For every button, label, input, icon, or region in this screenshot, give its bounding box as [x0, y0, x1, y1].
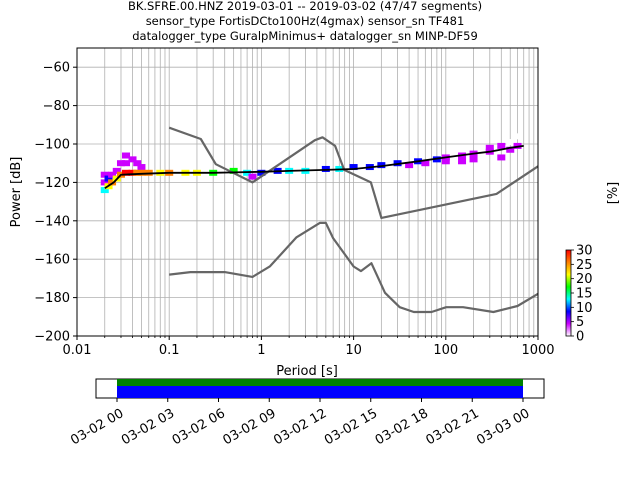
mean-psd-line [104, 145, 524, 189]
y-axis-label: Power [dB] [9, 157, 24, 228]
psd-histogram-cell [133, 169, 142, 176]
plot-background [77, 48, 538, 336]
colorbar-label: [%] [606, 182, 621, 205]
psd-histogram-cell [122, 152, 131, 159]
x-axis-ticks: 0.01 0.1 1 10 100 1000 [63, 336, 555, 358]
colorbar-tick-label: 25 [576, 258, 593, 273]
time-tick-label: 03-02 06 [170, 406, 228, 448]
y-tick-label: −180 [34, 291, 70, 306]
psd-histogram-cell [497, 142, 506, 149]
mean-psd [104, 145, 524, 189]
psd-plot-area: 0.01 0.1 1 10 100 1000 −60 −80 −100 −120 −140 −160… [34, 47, 555, 358]
psd-histogram-cell [100, 171, 109, 178]
x-tick-label: 1 [257, 343, 265, 358]
colorbar-tick-label: 20 [576, 272, 593, 287]
psd-histogram-cell [405, 162, 414, 169]
y-tick-label: −200 [34, 330, 70, 345]
psd-histogram-cell [128, 156, 137, 163]
y-axis-ticks: −60 −80 −100 −120 −140 −160 −180 −200 [34, 61, 77, 345]
x-tick-label: 100 [433, 343, 458, 358]
y-tick-label: −120 [34, 176, 70, 191]
psd-histogram-cell [112, 167, 121, 174]
x-axis-label: Period [s] [276, 364, 338, 379]
psd-histogram-cell [133, 160, 142, 167]
psd-histogram-cell [128, 169, 137, 176]
psd-histogram-cell [108, 171, 117, 178]
time-tick-label: 03-02 09 [221, 406, 279, 448]
psd-histogram-cell [116, 160, 125, 167]
psd-histogram-cell [257, 169, 266, 176]
colorbar-tick-label: 30 [576, 244, 593, 259]
colorbar-scale [565, 249, 572, 337]
psd-histogram-cell [122, 160, 131, 167]
psd-histogram-cell [469, 156, 478, 163]
psd-histogram-cell [497, 154, 506, 161]
coverage-bars [117, 379, 523, 398]
coverage-bar-psd [117, 386, 523, 398]
y-tick-label: −60 [43, 61, 70, 76]
psd-histogram-cell [248, 173, 257, 180]
colorbar-tick-label: 15 [576, 287, 593, 302]
time-tick-label: 03-02 21 [424, 406, 482, 448]
grid [76, 48, 538, 337]
psd-histogram-cell [506, 146, 515, 153]
x-tick-label: 0.1 [159, 343, 180, 358]
time-tick-label: 03-02 03 [119, 406, 177, 448]
psd-histogram-cell [229, 167, 238, 174]
psd-histogram-cell [458, 158, 467, 165]
time-tick-label: 03-02 12 [271, 406, 329, 448]
x-tick-label: 0.01 [63, 343, 92, 358]
psd-histogram-cell [349, 164, 358, 171]
psd-histogram-cell [137, 169, 146, 176]
colorbar-tick-label: 0 [576, 330, 584, 345]
title-line-1: BK.SFRE.00.HNZ 2019-03-01 -- 2019-03-02 … [128, 0, 482, 13]
y-tick-label: −160 [34, 253, 70, 268]
noise-model-low [169, 221, 539, 314]
colorbar-tick-label: 5 [576, 315, 584, 330]
time-tick-label: 03-02 18 [373, 406, 431, 448]
psd-histogram-cell [421, 160, 430, 167]
time-tick-label: 03-02 00 [68, 406, 126, 448]
y-tick-label: −140 [34, 214, 70, 229]
colorbar-tick-label: 10 [576, 301, 593, 316]
psd-histogram-cell [513, 133, 522, 140]
time-tick-label: 03-03 00 [474, 406, 532, 448]
psd-histogram-cell [100, 179, 109, 186]
psd-histogram-cell [100, 187, 109, 194]
x-tick-label: 10 [345, 343, 362, 358]
noise-models [168, 126, 539, 314]
plot-frame [76, 47, 539, 337]
psd-histogram-cell [104, 175, 113, 182]
psd-histogram-cell [377, 162, 386, 169]
coverage-bar-data [117, 379, 523, 386]
y-tick-label: −80 [43, 99, 70, 114]
y-tick-label: −100 [34, 138, 70, 153]
psd-histogram-cell [137, 164, 146, 171]
time-tick-label: 03-02 15 [322, 406, 380, 448]
title-line-2: sensor_type FortisDCto100Hz(4gmax) senso… [146, 14, 465, 28]
psd-histogram-cell [485, 144, 494, 151]
noise-model-high [168, 126, 539, 219]
psd-histogram-cell [321, 165, 330, 172]
x-tick-label: 1000 [521, 343, 554, 358]
psd-histogram-cell [122, 169, 131, 176]
psd-histogram-cell [441, 158, 450, 165]
title-line-3: datalogger_type GuralpMinimus+ datalogge… [132, 29, 478, 43]
psd-histogram-cell [506, 139, 515, 146]
